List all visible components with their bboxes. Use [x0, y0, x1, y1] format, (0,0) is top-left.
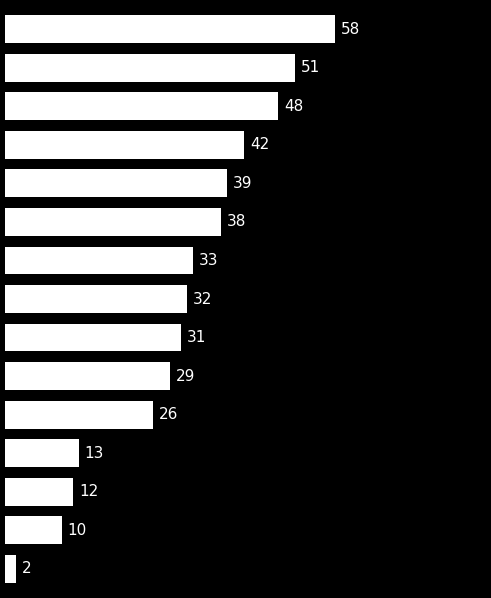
Bar — [5, 15, 335, 43]
Text: 51: 51 — [301, 60, 320, 75]
Bar — [5, 169, 227, 197]
Bar — [5, 401, 153, 429]
Text: 38: 38 — [227, 215, 246, 230]
Bar — [5, 54, 296, 81]
Bar — [5, 478, 73, 506]
Text: 13: 13 — [84, 446, 104, 460]
Bar — [5, 92, 278, 120]
Text: 12: 12 — [79, 484, 98, 499]
Text: 31: 31 — [187, 330, 207, 345]
Bar — [5, 555, 16, 583]
Text: 32: 32 — [193, 291, 212, 307]
Text: 2: 2 — [22, 562, 31, 576]
Bar — [5, 440, 79, 467]
Bar — [5, 517, 62, 544]
Bar — [5, 208, 221, 236]
Bar — [5, 362, 170, 390]
Bar — [5, 246, 193, 274]
Text: 39: 39 — [233, 176, 252, 191]
Text: 58: 58 — [341, 22, 360, 36]
Text: 48: 48 — [284, 99, 303, 114]
Bar — [5, 324, 182, 352]
Text: 10: 10 — [68, 523, 87, 538]
Text: 26: 26 — [159, 407, 178, 422]
Text: 42: 42 — [250, 138, 269, 152]
Bar — [5, 131, 244, 158]
Text: 29: 29 — [176, 368, 195, 383]
Text: 33: 33 — [198, 253, 218, 268]
Bar — [5, 285, 187, 313]
